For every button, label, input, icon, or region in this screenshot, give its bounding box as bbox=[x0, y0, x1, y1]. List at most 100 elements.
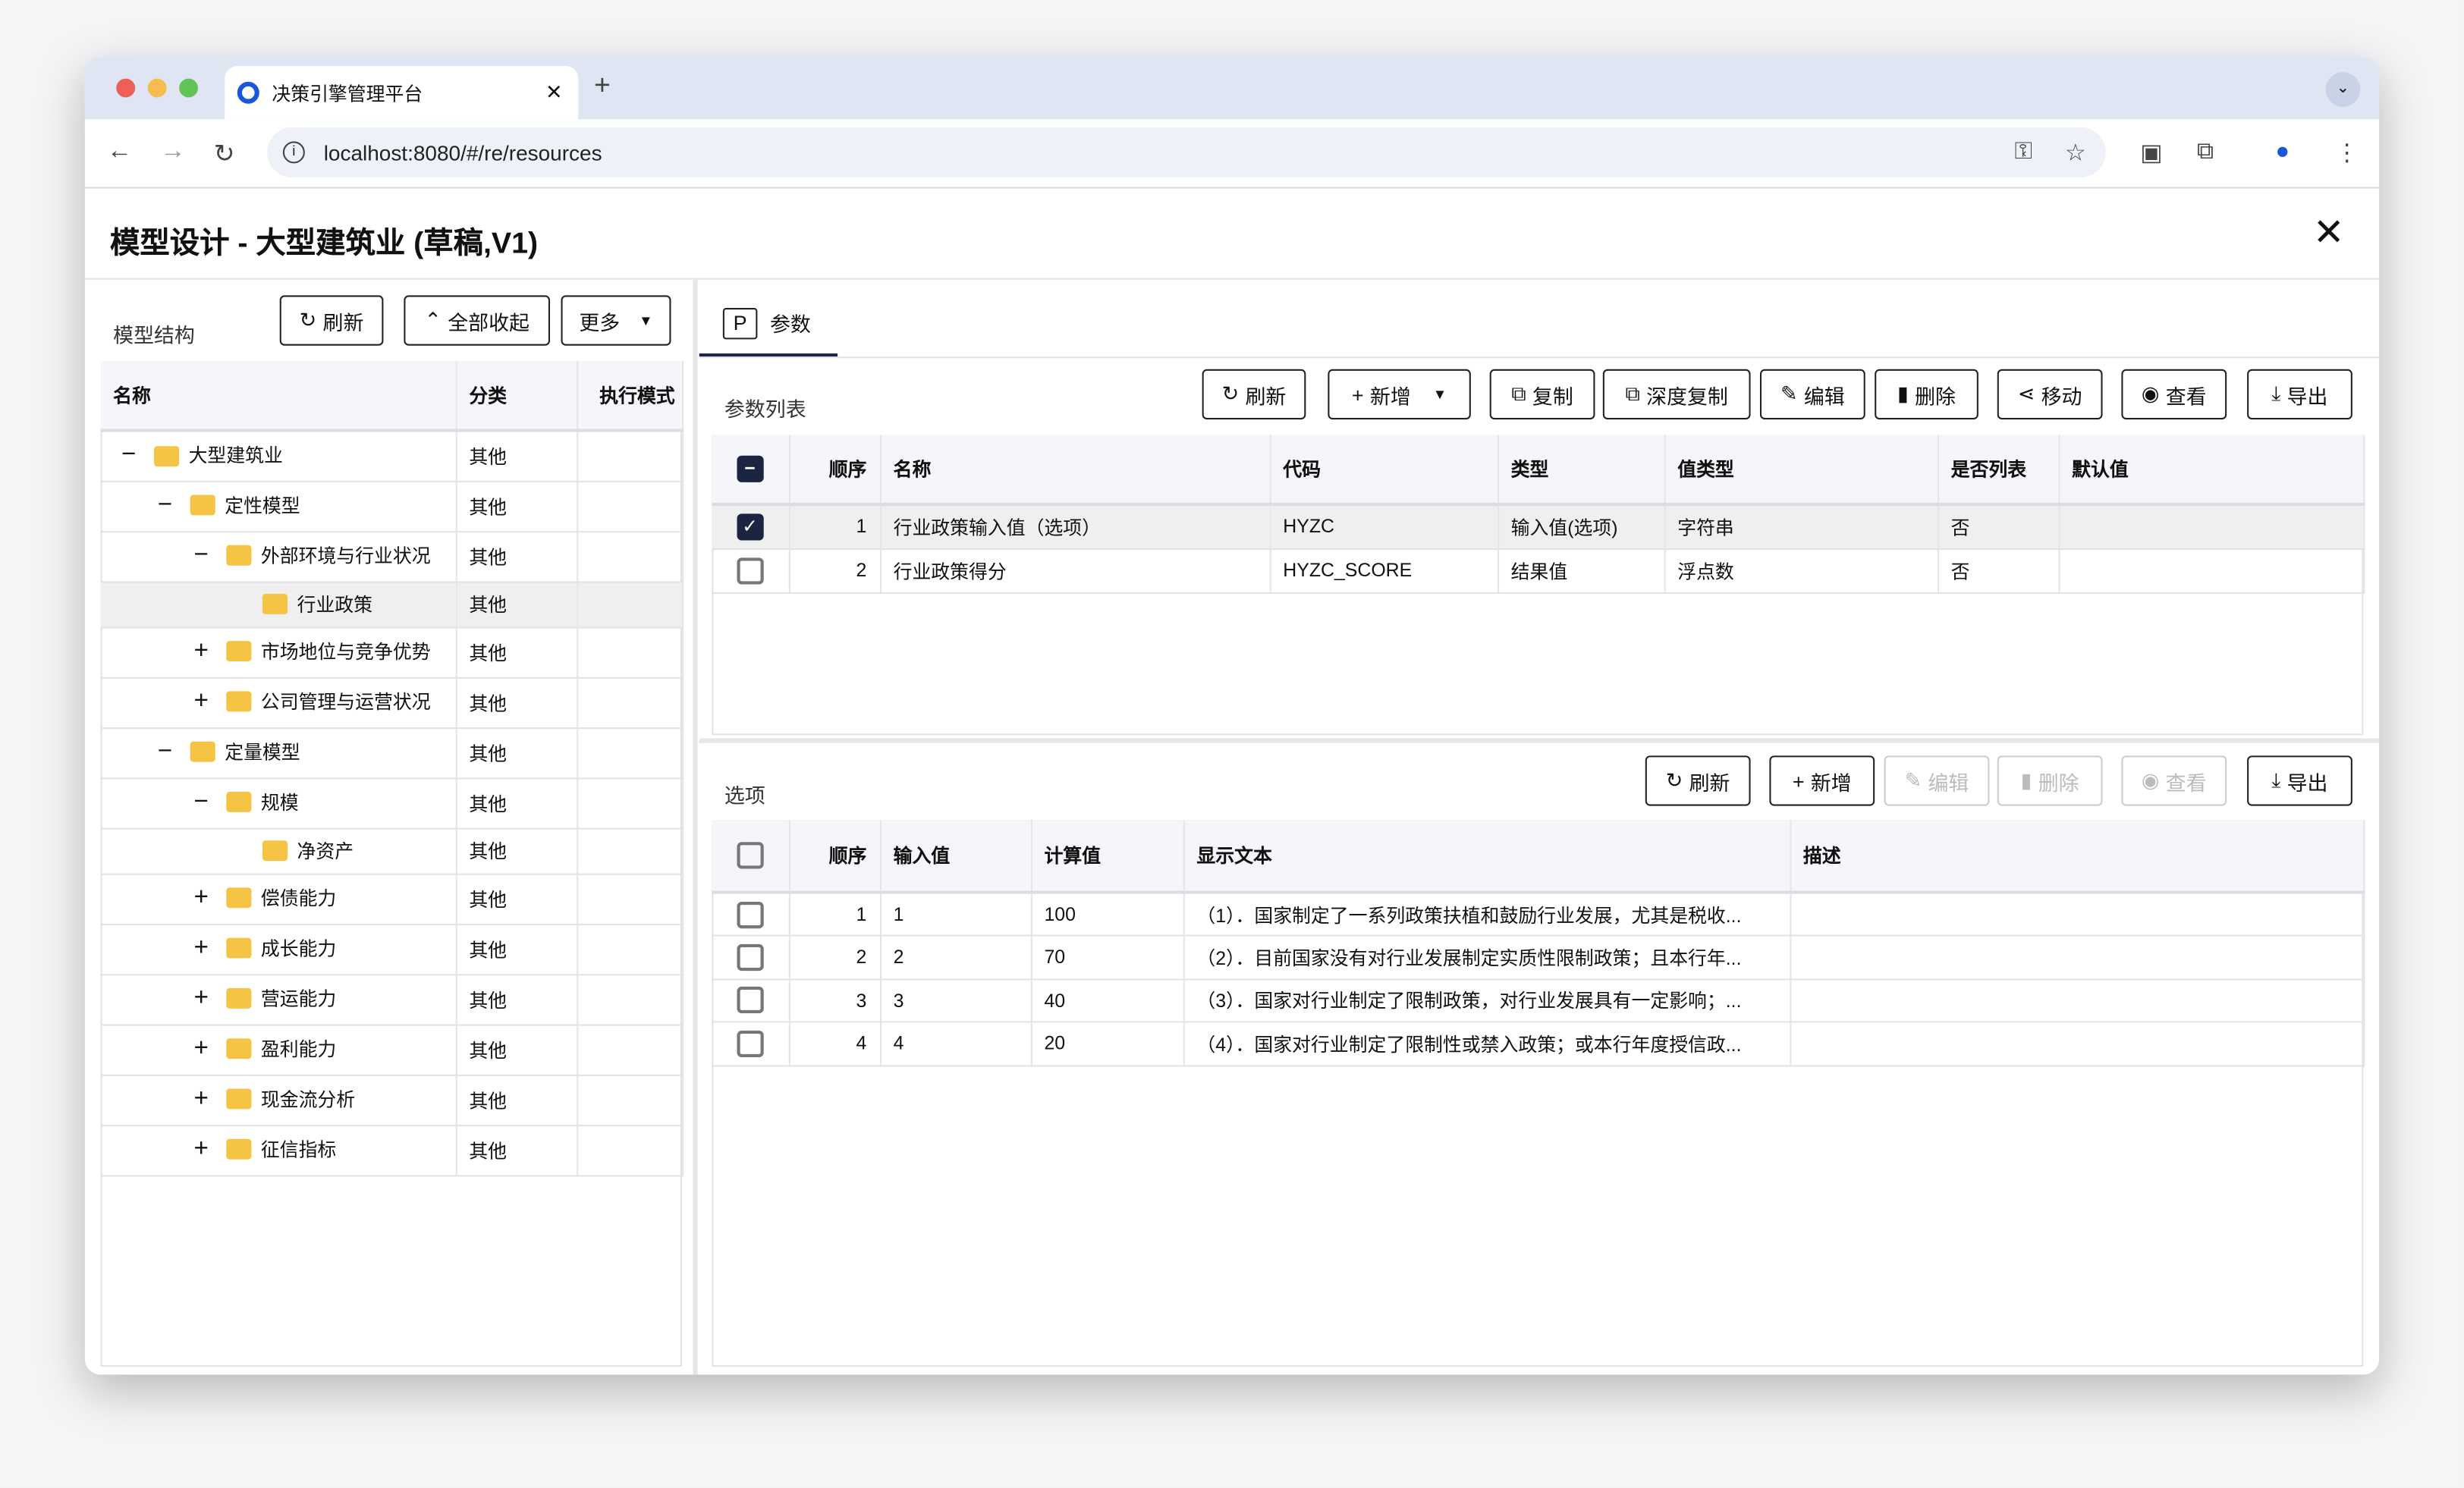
refresh-button[interactable]: ↻ 刷新 bbox=[279, 295, 384, 346]
options-export-button[interactable]: ⤓ 导出 bbox=[2247, 755, 2352, 806]
options-edit-button[interactable]: ✎ 编辑 bbox=[1884, 755, 1990, 806]
profile-icon[interactable]: ● bbox=[2275, 138, 2290, 165]
params-refresh-button[interactable]: ↻ 刷新 bbox=[1202, 369, 1306, 420]
reload-icon[interactable]: ↻ bbox=[213, 141, 235, 168]
options-delete-button[interactable]: ▮ 删除 bbox=[1997, 755, 2103, 806]
col-order[interactable]: 顺序 bbox=[788, 435, 882, 506]
expand-icon[interactable]: + bbox=[193, 1035, 209, 1063]
tree-row[interactable]: + 成长能力 其他 bbox=[100, 923, 684, 975]
row-checkbox[interactable]: ✓ bbox=[736, 513, 764, 541]
col-description[interactable]: 描述 bbox=[1790, 820, 2365, 894]
row-checkbox[interactable] bbox=[736, 900, 764, 928]
col-default[interactable]: 默认值 bbox=[2058, 435, 2365, 506]
maximize-window-icon[interactable] bbox=[179, 78, 198, 98]
table-row[interactable]: 3 3 40 （3）．国家对行业制定了限制政策，对行业发展具有一定影响；... bbox=[712, 978, 2365, 1023]
row-checkbox[interactable] bbox=[736, 1030, 764, 1057]
collapse-icon[interactable]: − bbox=[157, 738, 173, 765]
select-all-checkbox[interactable]: − bbox=[736, 455, 764, 482]
close-window-icon[interactable] bbox=[116, 78, 136, 98]
expand-icon[interactable]: + bbox=[193, 1135, 209, 1163]
col-exec-mode[interactable]: 执行模式 bbox=[577, 361, 684, 432]
expand-icon[interactable]: + bbox=[193, 884, 209, 912]
table-row[interactable]: 4 4 20 （4）．国家对行业制定了限制性或禁入政策；或本行年度授信政... bbox=[712, 1022, 2365, 1066]
close-tab-icon[interactable]: ✕ bbox=[545, 80, 563, 104]
tree-row[interactable]: + 市场地位与竞争优势 其他 bbox=[100, 626, 684, 678]
options-add-button[interactable]: + 新增 bbox=[1769, 755, 1875, 806]
table-row[interactable]: 2 行业政策得分 HYZC_SCORE 结果值 浮点数否 bbox=[712, 548, 2365, 593]
folder-icon bbox=[190, 742, 215, 763]
col-computed-value[interactable]: 计算值 bbox=[1030, 820, 1184, 894]
col-is-list[interactable]: 是否列表 bbox=[1938, 435, 2060, 506]
tree-row[interactable]: − 规模 其他 bbox=[100, 777, 684, 829]
tree-row[interactable]: − 定性模型 其他 bbox=[100, 480, 684, 532]
row-checkbox[interactable] bbox=[736, 557, 764, 584]
expand-icon[interactable]: + bbox=[193, 984, 209, 1012]
col-code[interactable]: 代码 bbox=[1269, 435, 1499, 506]
tree-row[interactable]: − 大型建筑业 其他 bbox=[100, 430, 684, 482]
collapse-icon[interactable]: − bbox=[121, 441, 137, 469]
params-view-button[interactable]: ◉ 查看 bbox=[2121, 369, 2227, 420]
table-row[interactable]: 2 2 70 （2）．目前国家没有对行业发展制定实质性限制政策；且本行年... bbox=[712, 935, 2365, 980]
collapse-icon[interactable]: − bbox=[193, 788, 209, 816]
options-view-button[interactable]: ◉ 查看 bbox=[2121, 755, 2227, 806]
col-type[interactable]: 类型 bbox=[1498, 435, 1665, 506]
menu-icon[interactable]: ⋮ bbox=[2335, 140, 2359, 167]
params-add-button[interactable]: + 新增 ▼ bbox=[1328, 369, 1471, 420]
close-icon[interactable]: ✕ bbox=[2312, 212, 2345, 255]
expand-icon[interactable]: + bbox=[193, 934, 209, 962]
table-cell: 1 bbox=[879, 892, 1032, 937]
key-icon[interactable]: ⚿ bbox=[2014, 138, 2033, 165]
tree-row[interactable]: + 征信指标 其他 bbox=[100, 1125, 684, 1176]
table-row[interactable]: ✓ 1 行业政策输入值（选项） HYZC 输入值(选项) 字符串否 bbox=[712, 504, 2365, 549]
star-icon[interactable]: ☆ bbox=[2064, 140, 2086, 167]
info-icon[interactable]: i bbox=[282, 141, 305, 164]
expand-icon[interactable]: + bbox=[193, 688, 209, 715]
splitter[interactable] bbox=[693, 279, 698, 1375]
params-deep-copy-button[interactable]: ⧉ 深度复制 bbox=[1602, 369, 1751, 420]
row-checkbox[interactable] bbox=[736, 987, 764, 1014]
tree-row[interactable]: − 定量模型 其他 bbox=[100, 727, 684, 779]
tree-row[interactable]: 行业政策 其他 bbox=[100, 581, 684, 628]
forward-icon[interactable]: → bbox=[160, 138, 186, 165]
params-move-button[interactable]: ⋖ 移动 bbox=[1997, 369, 2103, 420]
col-name[interactable]: 名称 bbox=[879, 435, 1271, 506]
chevron-down-icon[interactable]: ⌄ bbox=[2325, 72, 2361, 107]
col-category[interactable]: 分类 bbox=[455, 361, 578, 432]
tree-category-cell: 其他 bbox=[455, 873, 578, 925]
params-delete-button[interactable]: ▮ 删除 bbox=[1875, 369, 1978, 420]
params-export-button[interactable]: ⤓ 导出 bbox=[2247, 369, 2352, 420]
params-copy-button[interactable]: ⧉ 复制 bbox=[1489, 369, 1595, 420]
col-order[interactable]: 顺序 bbox=[788, 820, 882, 894]
browser-tab[interactable]: 决策引擎管理平台 ✕ bbox=[225, 65, 579, 120]
tab-params[interactable]: P 参数 bbox=[699, 292, 838, 357]
back-icon[interactable]: ← bbox=[106, 138, 132, 165]
table-row[interactable]: 1 1 100 （1）．国家制定了一系列政策扶植和鼓励行业发展，尤其是税收... bbox=[712, 892, 2365, 937]
collapse-all-button[interactable]: ⌃ 全部收起 bbox=[404, 295, 550, 346]
col-name[interactable]: 名称 bbox=[100, 361, 457, 432]
tree-row[interactable]: + 偿债能力 其他 bbox=[100, 873, 684, 925]
more-button[interactable]: 更多 ▼ bbox=[561, 295, 671, 346]
expand-icon[interactable]: + bbox=[193, 637, 209, 665]
tree-row[interactable]: + 公司管理与运营状况 其他 bbox=[100, 677, 684, 729]
row-checkbox[interactable] bbox=[736, 943, 764, 971]
expand-icon[interactable]: + bbox=[193, 1085, 209, 1113]
tree-row[interactable]: 净资产 其他 bbox=[100, 827, 684, 874]
extension-icon[interactable]: ▣ bbox=[2140, 140, 2163, 167]
collapse-icon[interactable]: − bbox=[193, 542, 209, 569]
select-all-checkbox[interactable] bbox=[736, 842, 764, 869]
horizontal-splitter[interactable] bbox=[699, 738, 2380, 743]
new-tab-icon[interactable]: + bbox=[593, 69, 611, 101]
tree-row[interactable]: + 营运能力 其他 bbox=[100, 974, 684, 1025]
options-refresh-button[interactable]: ↻ 刷新 bbox=[1645, 755, 1751, 806]
url-field[interactable]: i localhost:8080/#/re/resources bbox=[267, 127, 2106, 178]
col-input-value[interactable]: 输入值 bbox=[879, 820, 1032, 894]
tree-row[interactable]: − 外部环境与行业状况 其他 bbox=[100, 531, 684, 582]
col-display-text[interactable]: 显示文本 bbox=[1183, 820, 1791, 894]
minimize-window-icon[interactable] bbox=[147, 78, 167, 98]
col-value-type[interactable]: 值类型 bbox=[1664, 435, 1939, 506]
tree-row[interactable]: + 现金流分析 其他 bbox=[100, 1074, 684, 1126]
collapse-icon[interactable]: − bbox=[157, 491, 173, 519]
puzzle-icon[interactable]: ⧉ bbox=[2196, 138, 2214, 165]
params-edit-button[interactable]: ✎ 编辑 bbox=[1759, 369, 1865, 420]
tree-row[interactable]: + 盈利能力 其他 bbox=[100, 1024, 684, 1075]
